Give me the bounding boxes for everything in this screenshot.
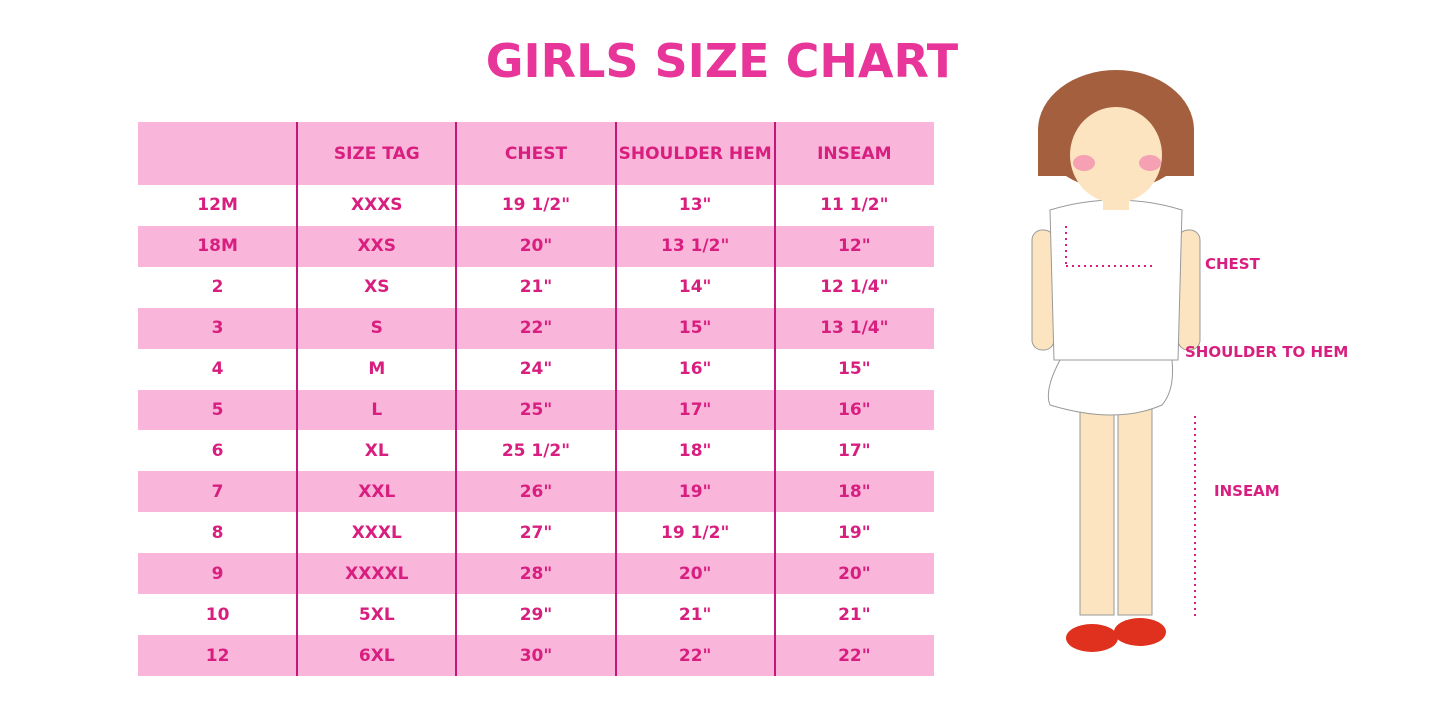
table-cell: 21" [838, 604, 871, 625]
table-cell: 21" [519, 277, 553, 298]
table-row: 12M XXXS 19 1/2" 13" 11 1/2" [138, 185, 934, 226]
table-cell: 17" [678, 400, 712, 421]
page-title: GIRLS SIZE CHART [485, 34, 959, 88]
table-row: 7 XXL 26" 19" 18" [138, 471, 934, 513]
table-cell: 24" [519, 359, 553, 380]
table-cell: 21" [678, 604, 712, 625]
shoulder-label: SHOULDER TO HEM [1185, 343, 1349, 361]
table-cell: 9 [211, 563, 224, 584]
table-cell: 12M [197, 195, 238, 216]
table-cell: 16" [838, 400, 871, 421]
table-cell: 22" [678, 645, 712, 666]
header-cell: INSEAM [817, 143, 892, 164]
table-cell: 17" [838, 440, 871, 461]
table-cell: 12 1/4" [820, 277, 889, 298]
table-cell: XXXS [350, 195, 403, 216]
table-cell: XS [364, 277, 390, 298]
table-cell: 3 [211, 318, 224, 339]
table-row: 3 S 22" 15" 13 1/4" [138, 307, 934, 349]
table-row: 4 M 24" 16" 15" [138, 348, 934, 390]
table-cell: 20" [678, 563, 712, 584]
table-cell: XXL [358, 481, 396, 502]
table-cell: 11 1/2" [820, 195, 889, 216]
inseam-label: INSEAM [1214, 482, 1280, 500]
table-cell: 16" [678, 359, 712, 380]
header-cell: SHOULDER HEM [618, 143, 772, 164]
table-cell: 18" [838, 481, 871, 502]
table-cell: 30" [519, 645, 553, 666]
table-cell: 20" [838, 563, 871, 584]
header-cell: CHEST [504, 143, 568, 164]
table-row: 9 XXXXL 28" 20" 20" [138, 553, 934, 595]
table-cell: 18" [678, 440, 712, 461]
table-cell: XXXL [351, 522, 402, 543]
table-cell: XXXXL [345, 563, 409, 584]
table-cell: 25 1/2" [501, 440, 571, 461]
table-cell: 19 1/2" [501, 195, 571, 216]
column-divider [455, 122, 458, 676]
table-cell: 5XL [358, 604, 395, 625]
table-cell: 22" [519, 318, 553, 339]
table-cell: 15" [678, 318, 712, 339]
table-cell: L [371, 400, 383, 421]
girl-figure [1031, 70, 1201, 652]
table-cell: 18M [197, 236, 238, 257]
table-cell: 15" [838, 359, 871, 380]
chest-label: CHEST [1205, 255, 1260, 273]
table-cell: 13 1/4" [820, 318, 889, 339]
table-row: 5 L 25" 17" 16" [138, 389, 934, 431]
table-cell: XL [364, 440, 389, 461]
table-cell: XXS [357, 236, 397, 257]
column-divider [296, 122, 299, 676]
table-cell: 12 [205, 645, 230, 666]
table-cell: 8 [211, 522, 224, 543]
table-cell: 13" [678, 195, 712, 216]
header-cell [138, 122, 297, 185]
table-cell: 7 [211, 481, 224, 502]
table-cell: 4 [211, 359, 224, 380]
table-cell: 5 [211, 400, 224, 421]
table-cell: M [368, 359, 386, 380]
table-cell: 22" [838, 645, 871, 666]
table-cell: 29" [519, 604, 553, 625]
table-cell: 25" [519, 400, 553, 421]
table-cell: 28" [519, 563, 553, 584]
table-row: 18M XXS 20" 13 1/2" 12" [138, 225, 934, 267]
table-cell: 6 [211, 440, 224, 461]
table-cell: 14" [678, 277, 712, 298]
size-table: SIZE TAG CHEST SHOULDER HEM INSEAM 12M XXXS 19… [138, 122, 934, 676]
table-row: 2 XS 21" 14" 12 1/4" [138, 266, 934, 308]
table-cell: 27" [519, 522, 553, 543]
table-row: 8 XXXL 27" 19 1/2" 19" [138, 512, 934, 554]
table-row: 10 5XL 29" 21" 21" [138, 594, 934, 636]
table-cell: 26" [519, 481, 553, 502]
table-cell: 12" [838, 236, 871, 257]
table-row: 12 6XL 30" 22" 22" [138, 635, 934, 676]
table-cell: 20" [519, 236, 553, 257]
table-cell: 19" [838, 522, 871, 543]
table-cell: 2 [211, 277, 224, 298]
header-cell: SIZE TAG [333, 143, 420, 164]
table-cell: 6XL [358, 645, 395, 666]
table-cell: S [370, 318, 383, 339]
table-cell: 19" [678, 481, 712, 502]
table-cell: 13 1/2" [661, 236, 730, 257]
header-row: SIZE TAG CHEST SHOULDER HEM INSEAM [138, 122, 934, 185]
table-cell: 19 1/2" [661, 522, 730, 543]
column-divider [773, 122, 776, 676]
column-divider [614, 122, 617, 676]
table-cell: 10 [205, 604, 230, 625]
table-row: 6 XL 25 1/2" 18" 17" [138, 430, 934, 472]
